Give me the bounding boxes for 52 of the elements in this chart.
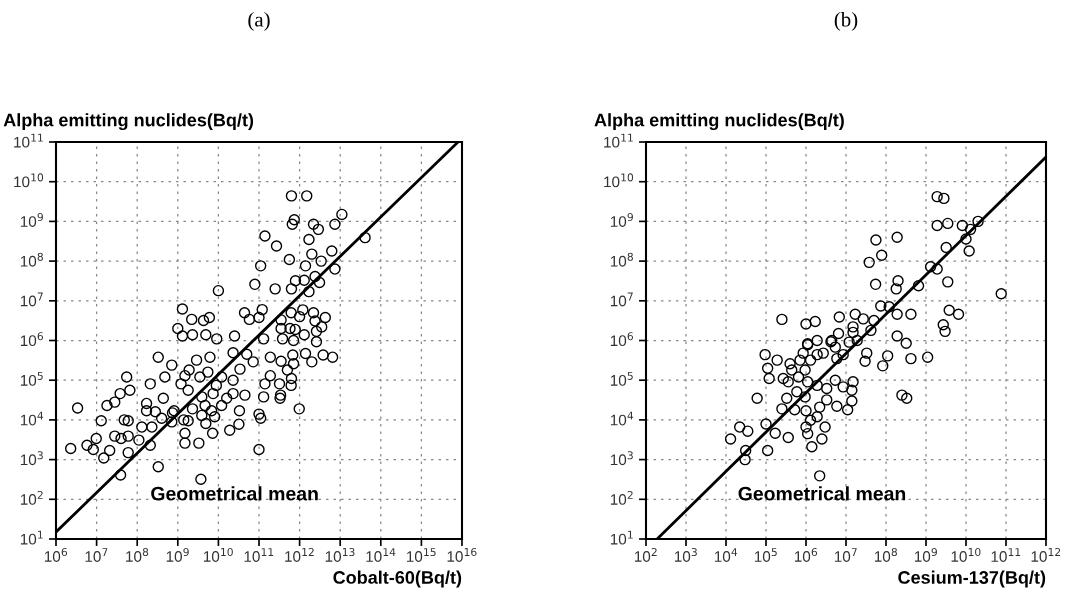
y-tick-label: 10$^{4}$ bbox=[20, 411, 44, 426]
x-tick-label: 10$^{11}$ bbox=[991, 548, 1021, 562]
x-tick-label: 10$^{6}$ bbox=[44, 547, 68, 562]
x-tick-label: 10$^{16}$ bbox=[447, 547, 477, 562]
y-tick-label: 10$^{1}$ bbox=[610, 530, 633, 545]
y-axis-title: Alpha emitting nuclides(Bq/t) bbox=[3, 113, 254, 131]
y-tick-label: 10$^{3}$ bbox=[20, 451, 43, 466]
x-tick-label: 10$^{9}$ bbox=[166, 547, 189, 562]
chart-title: (b) bbox=[834, 11, 858, 31]
x-tick-label: 10$^{12}$ bbox=[285, 547, 314, 562]
y-tick-label: 10$^{7}$ bbox=[20, 292, 43, 307]
x-tick-label: 10$^{15}$ bbox=[406, 548, 436, 562]
x-tick-label: 10$^{12}$ bbox=[1031, 547, 1061, 562]
x-axis-title: Cobalt-60(Bq/t) bbox=[333, 570, 462, 588]
y-tick-label: 10$^{11}$ bbox=[14, 133, 43, 148]
x-tick-label: 10$^{4}$ bbox=[714, 548, 738, 562]
x-tick-label: 10$^{5}$ bbox=[754, 548, 777, 562]
x-tick-label: 10$^{10}$ bbox=[951, 547, 981, 562]
x-tick-label: 10$^{7}$ bbox=[85, 548, 108, 562]
y-axis-title: Alpha emitting nuclides(Bq/t) bbox=[594, 113, 844, 131]
y-tick-label: 10$^{7}$ bbox=[610, 292, 633, 307]
y-tick-label: 10$^{2}$ bbox=[20, 490, 43, 505]
x-tick-label: 10$^{11}$ bbox=[244, 548, 274, 562]
y-tick-label: 10$^{4}$ bbox=[610, 411, 634, 426]
y-tick-label: 10$^{11}$ bbox=[604, 133, 633, 148]
x-axis-title: Cesium-137(Bq/t) bbox=[898, 570, 1046, 588]
x-tick-label: 10$^{2}$ bbox=[634, 547, 657, 562]
x-tick-label: 10$^{8}$ bbox=[126, 547, 149, 562]
y-tick-label: 10$^{2}$ bbox=[610, 490, 633, 505]
y-tick-label: 10$^{3}$ bbox=[610, 451, 633, 466]
y-tick-label: 10$^{9}$ bbox=[20, 213, 43, 227]
x-tick-label: 10$^{10}$ bbox=[203, 547, 233, 562]
x-tick-label: 10$^{7}$ bbox=[834, 548, 857, 562]
annotation: Geometrical mean bbox=[738, 486, 906, 501]
x-tick-label: 10$^{8}$ bbox=[874, 547, 897, 562]
y-tick-label: 10$^{10}$ bbox=[604, 173, 634, 188]
x-tick-label: 10$^{14}$ bbox=[366, 548, 396, 562]
y-tick-label: 10$^{9}$ bbox=[610, 213, 633, 227]
y-tick-label: 10$^{10}$ bbox=[14, 173, 44, 188]
y-tick-label: 10$^{5}$ bbox=[610, 371, 633, 386]
y-tick-label: 10$^{8}$ bbox=[20, 252, 43, 267]
chart-title: (a) bbox=[248, 11, 270, 31]
y-tick-label: 10$^{8}$ bbox=[610, 252, 633, 267]
x-tick-label: 10$^{9}$ bbox=[914, 547, 937, 562]
x-tick-label: 10$^{3}$ bbox=[674, 547, 697, 562]
y-tick-label: 10$^{1}$ bbox=[20, 530, 43, 545]
y-tick-label: 10$^{6}$ bbox=[20, 332, 44, 347]
y-tick-label: 10$^{5}$ bbox=[20, 371, 43, 386]
annotation: Geometrical mean bbox=[151, 486, 318, 501]
y-tick-label: 10$^{6}$ bbox=[610, 332, 634, 347]
x-tick-label: 10$^{13}$ bbox=[325, 547, 355, 562]
x-tick-label: 10$^{6}$ bbox=[794, 547, 818, 562]
